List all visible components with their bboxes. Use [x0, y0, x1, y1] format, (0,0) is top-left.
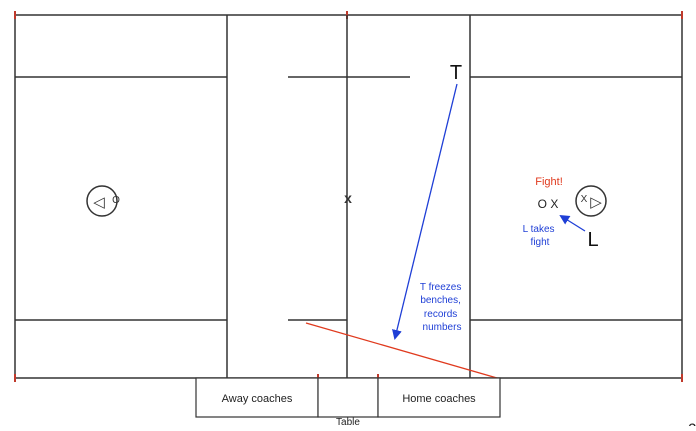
right-goal-crease — [575, 185, 607, 217]
left-goal-crease — [86, 185, 118, 217]
away-coaches-label: Away coaches — [222, 393, 293, 405]
lead-official: L — [587, 229, 598, 251]
trail-note-line: benches, — [420, 295, 461, 306]
trail-move-arrow — [392, 83, 458, 340]
left-goal-player: O — [112, 195, 120, 206]
table-label: Table — [336, 417, 360, 426]
lead-move-arrow — [559, 214, 586, 232]
corner-fragment: c — [688, 419, 696, 426]
home-coaches-label: Home coaches — [402, 393, 476, 405]
trail-official: T — [450, 62, 462, 84]
lead-note: L takes fight — [523, 224, 558, 248]
table-area — [317, 377, 379, 418]
right-goal-arrow-icon: ▷ — [590, 194, 602, 211]
trail-note: T freezes benches, records numbers — [420, 282, 464, 333]
trail-note-line: numbers — [423, 322, 462, 333]
lead-note-line: fight — [531, 237, 550, 248]
home-coaches-area — [377, 377, 501, 418]
left-goal-arrow-icon: ◁ — [93, 194, 105, 211]
trail-note-line: T freezes — [420, 282, 462, 293]
center-x-mark: x — [344, 190, 352, 206]
trail-note-line: records — [424, 309, 457, 320]
right-goal-player: X — [581, 194, 588, 205]
lead-note-line: L takes — [523, 224, 555, 235]
fight-players: O X — [538, 197, 559, 211]
fight-label: Fight! — [535, 176, 563, 188]
bench-freeze-line — [305, 322, 498, 379]
